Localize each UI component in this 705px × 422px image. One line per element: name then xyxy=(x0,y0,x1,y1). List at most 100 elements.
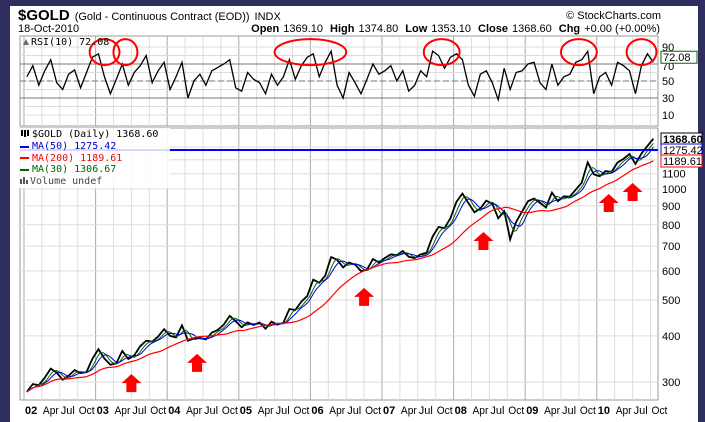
ohlc-readout: Open 1369.10 High 1374.80 Low 1353.10 Close 136… xyxy=(251,23,660,35)
price-bars-icon xyxy=(21,130,29,137)
x-month-label: Oct xyxy=(79,405,95,417)
rsi-highlight-ellipse xyxy=(273,38,348,67)
x-month-label: Apr xyxy=(258,405,274,417)
x-year-label: 06 xyxy=(311,405,323,417)
x-month-label: Apr xyxy=(329,405,345,417)
ma50-line xyxy=(26,146,654,393)
rsi-tick-label: 70 xyxy=(662,61,674,73)
x-month-label: Jul xyxy=(276,405,290,417)
title-line: $GOLD (Gold - Continuous Contract (EOD)) I… xyxy=(18,7,281,24)
rsi-tick-label: 30 xyxy=(662,93,674,105)
x-month-label: Jul xyxy=(419,405,433,417)
x-month-label: Apr xyxy=(186,405,202,417)
rsi-legend: RSI(10) 72.08 xyxy=(23,37,109,48)
x-month-label: Apr xyxy=(616,405,632,417)
x-month-label: Oct xyxy=(150,405,166,417)
low-value: 1353.10 xyxy=(431,23,471,35)
last-value-label: 1189.61 xyxy=(663,156,702,168)
chg-value: +0.00 (+0.00%) xyxy=(584,23,660,35)
support-arrow xyxy=(354,287,375,306)
support-arrow xyxy=(473,231,494,250)
x-year-label: 04 xyxy=(168,405,181,417)
x-month-label: Oct xyxy=(294,405,310,417)
x-month-label: Apr xyxy=(43,405,59,417)
x-month-label: Oct xyxy=(652,405,668,417)
rsi-panel xyxy=(26,38,658,103)
rsi-icon xyxy=(23,39,29,45)
x-month-label: Jul xyxy=(562,405,576,417)
rsi-highlight-ellipse xyxy=(112,38,139,67)
x-month-label: Apr xyxy=(401,405,417,417)
x-month-label: Oct xyxy=(222,405,238,417)
rsi-tick-label: 50 xyxy=(662,76,674,88)
rsi-highlight-ellipse xyxy=(88,38,121,67)
x-axis: 02 Apr Jul Oct 03 Apr Jul Oct 04 Apr Jul Oct 05 Apr Ju… xyxy=(25,405,667,417)
x-month-label: Oct xyxy=(580,405,596,417)
ma200-line xyxy=(26,160,654,393)
last-value-box xyxy=(660,154,703,168)
rsi-highlight-ellipse xyxy=(625,38,658,67)
x-year-label: 03 xyxy=(97,405,109,417)
open-label: Open xyxy=(251,23,279,35)
price-frame xyxy=(19,127,659,401)
chg-label: Chg xyxy=(559,23,580,35)
price-tick-label: 900 xyxy=(662,201,680,213)
high-value: 1374.80 xyxy=(359,23,399,35)
support-arrow xyxy=(121,374,142,393)
support-arrow xyxy=(598,194,619,213)
x-year-label: 05 xyxy=(240,405,252,417)
x-year-label: 02 xyxy=(25,405,37,417)
x-month-label: Jul xyxy=(490,405,504,417)
x-month-label: Jul xyxy=(61,405,75,417)
price-tick-label: 600 xyxy=(662,266,680,278)
rsi-last-value-box xyxy=(660,50,698,64)
price-legend: $GOLD (Daily) 1368.60 MA(50) 1275.42 MA(… xyxy=(18,128,170,188)
x-month-label: Apr xyxy=(115,405,131,417)
low-label: Low xyxy=(405,23,427,35)
price-tick-label: 300 xyxy=(662,377,680,389)
support-arrow xyxy=(622,182,643,201)
x-month-label: Oct xyxy=(365,405,381,417)
support-arrow xyxy=(187,353,208,372)
x-month-label: Jul xyxy=(634,405,648,417)
x-year-label: 07 xyxy=(383,405,395,417)
high-label: High xyxy=(330,23,355,35)
close-value: 1368.60 xyxy=(512,23,552,35)
open-value: 1369.10 xyxy=(283,23,323,35)
last-value-label: 1275.42 xyxy=(663,145,703,157)
last-value-label: 1368.60 xyxy=(663,134,703,146)
rsi-line xyxy=(26,49,654,103)
price-tick-label: 800 xyxy=(662,220,680,232)
rsi-legend-text: RSI(10) 72.08 xyxy=(31,37,109,48)
x-month-label: Oct xyxy=(508,405,524,417)
copyright: © StockCharts.com xyxy=(566,10,661,22)
x-year-label: 10 xyxy=(598,405,610,417)
rsi-tick-label: 10 xyxy=(662,110,674,122)
volume-icon xyxy=(20,177,28,184)
price-tick-label: 700 xyxy=(662,241,680,253)
price-tick-label: 400 xyxy=(662,331,680,343)
x-month-label: Jul xyxy=(347,405,361,417)
x-month-label: Apr xyxy=(473,405,489,417)
legend-bg xyxy=(18,128,170,188)
price-tick-label: 1100 xyxy=(662,169,686,181)
symbol: $GOLD xyxy=(18,7,70,24)
rsi-highlight-ellipse xyxy=(560,38,598,67)
x-month-label: Apr xyxy=(544,405,560,417)
rsi-last-value-label: 72.08 xyxy=(663,52,691,64)
x-month-label: Jul xyxy=(132,405,146,417)
legend-volume: Volume undef xyxy=(30,176,102,187)
legend-ma50: MA(50) 1275.42 xyxy=(32,141,116,152)
legend-ma30: MA(30) 1306.67 xyxy=(32,164,116,175)
x-month-label: Oct xyxy=(437,405,453,417)
description: (Gold - Continuous Contract (EOD)) xyxy=(75,11,250,23)
date: 18-Oct-2010 xyxy=(18,23,79,35)
price-tick-label: 1000 xyxy=(662,184,686,196)
x-month-label: Jul xyxy=(204,405,218,417)
legend-gold: $GOLD (Daily) 1368.60 xyxy=(32,129,158,140)
x-year-label: 08 xyxy=(455,405,467,417)
